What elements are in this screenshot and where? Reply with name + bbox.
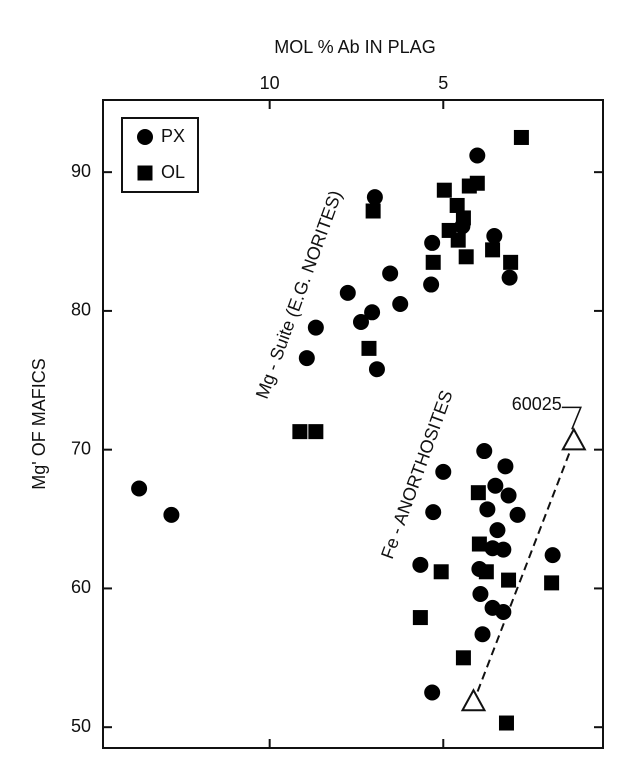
point	[501, 269, 518, 286]
point	[498, 715, 514, 731]
legend-box	[121, 117, 199, 193]
point	[382, 265, 399, 282]
point	[486, 227, 503, 244]
point	[460, 688, 487, 712]
point	[469, 175, 485, 191]
point	[474, 626, 491, 643]
point	[495, 604, 512, 621]
y-tick-label: 80	[71, 300, 91, 320]
point	[497, 458, 514, 475]
point	[449, 197, 465, 213]
point	[436, 182, 452, 198]
point	[489, 522, 506, 539]
point	[479, 501, 496, 518]
point	[561, 427, 587, 451]
point	[352, 314, 369, 331]
point	[308, 424, 324, 440]
point	[487, 477, 504, 494]
point	[458, 249, 474, 265]
point	[476, 443, 493, 460]
legend-label: PX	[161, 126, 185, 146]
point	[364, 304, 381, 321]
x-tick-label: 10	[260, 73, 280, 93]
legend-marker	[137, 129, 153, 145]
point	[470, 485, 486, 501]
plot-frame	[102, 99, 604, 749]
point	[455, 650, 471, 666]
point	[472, 585, 489, 602]
point	[292, 424, 308, 440]
point	[424, 234, 441, 251]
x-axis-label: MOL % Ab IN PLAG	[274, 37, 435, 57]
point	[495, 541, 512, 558]
point	[365, 203, 381, 219]
legend-label: OL	[161, 162, 185, 182]
point	[412, 610, 428, 626]
point	[424, 684, 441, 701]
y-tick-label: 70	[71, 438, 91, 458]
point	[513, 129, 529, 145]
point	[425, 504, 442, 521]
label-leader	[561, 406, 582, 430]
y-tick-label: 90	[71, 161, 91, 181]
point	[412, 556, 429, 573]
point	[307, 319, 324, 336]
point	[485, 242, 501, 258]
point	[544, 575, 560, 591]
trend-line	[472, 440, 575, 703]
point	[392, 295, 409, 312]
point	[501, 572, 517, 588]
point	[368, 361, 385, 378]
point	[544, 547, 561, 564]
y-tick-label: 60	[71, 577, 91, 597]
point	[471, 536, 487, 552]
point	[163, 506, 180, 523]
point	[433, 564, 449, 580]
point	[366, 189, 383, 206]
point	[298, 350, 315, 367]
point	[509, 506, 526, 523]
point	[425, 254, 441, 270]
y-axis-label: Mg' OF MAFICS	[29, 358, 49, 489]
point	[503, 254, 519, 270]
y-tick-label: 50	[71, 716, 91, 736]
point	[435, 463, 452, 480]
point	[478, 564, 494, 580]
point	[423, 276, 440, 293]
point	[450, 232, 466, 248]
point	[469, 147, 486, 164]
point	[339, 284, 356, 301]
point	[131, 480, 148, 497]
trend-label: 60025	[512, 394, 562, 414]
legend-marker	[137, 165, 153, 181]
point	[500, 487, 517, 504]
point	[361, 340, 377, 356]
x-tick-label: 5	[438, 73, 448, 93]
point	[455, 210, 471, 226]
annotation: Mg - Suite (E.G. NORITES)	[252, 188, 346, 402]
